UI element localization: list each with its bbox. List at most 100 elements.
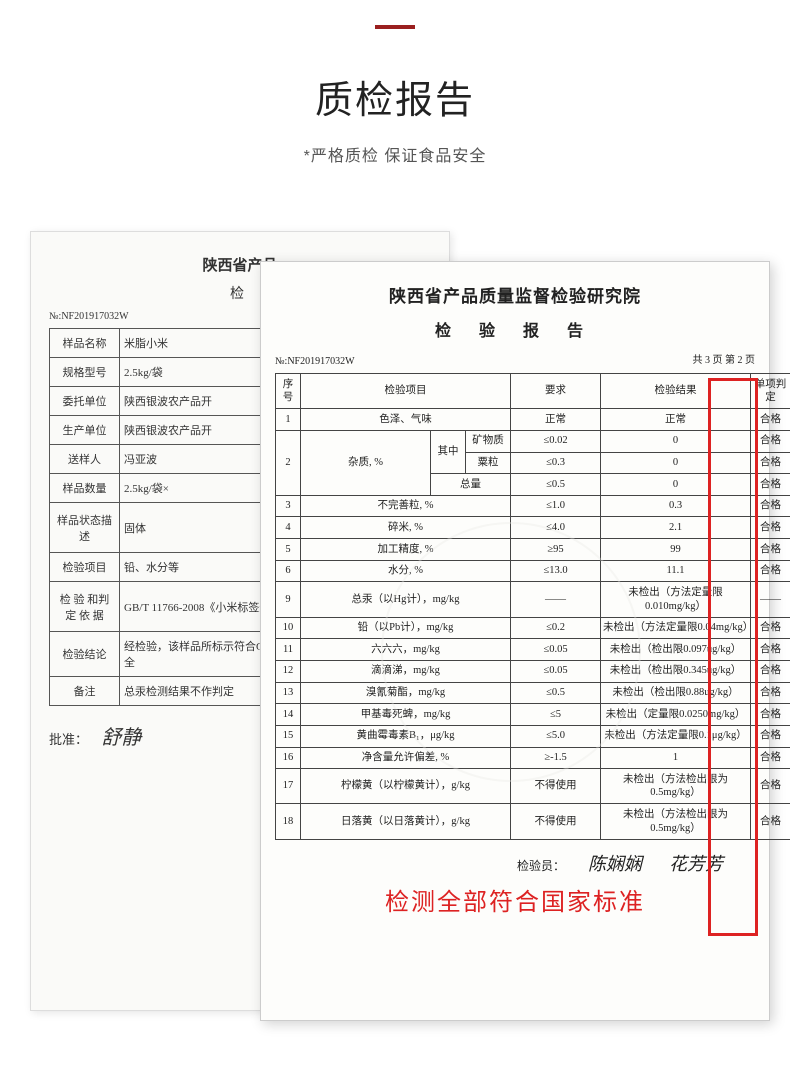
cell-result: 0 bbox=[601, 474, 751, 496]
cell-seq: 16 bbox=[276, 747, 301, 769]
cell-verdict: 合格 bbox=[751, 409, 790, 431]
col-verdict: 单项判定 bbox=[751, 374, 790, 409]
cell-seq: 10 bbox=[276, 617, 301, 639]
cell-item: 溴氰菊酯，mg/kg bbox=[301, 682, 511, 704]
cell-seq: 9 bbox=[276, 582, 301, 617]
back-row-label: 备注 bbox=[50, 677, 120, 706]
cell-subitem: 矿物质 bbox=[466, 430, 511, 452]
cell-req: —— bbox=[511, 582, 601, 617]
cell-item: 黄曲霉毒素B₁，μg/kg bbox=[301, 725, 511, 747]
inspector-row: 检验员： 陈娴娴 花芳芳 bbox=[275, 850, 755, 876]
cell-subitem: 粟粒 bbox=[466, 452, 511, 474]
cell-seq: 6 bbox=[276, 560, 301, 582]
cell-result: 2.1 bbox=[601, 517, 751, 539]
cell-verdict: 合格 bbox=[751, 617, 790, 639]
cell-result: 未检出（方法定量限0.1μg/kg） bbox=[601, 725, 751, 747]
cell-result: 未检出（检出限0.345ug/kg） bbox=[601, 660, 751, 682]
cell-item: 碎米, % bbox=[301, 517, 511, 539]
cell-item: 滴滴涕，mg/kg bbox=[301, 660, 511, 682]
cell-req: 不得使用 bbox=[511, 804, 601, 839]
cell-req: ≤0.5 bbox=[511, 682, 601, 704]
cell-item: 柠檬黄（以柠檬黄计），g/kg bbox=[301, 769, 511, 804]
back-row-label: 检验结论 bbox=[50, 632, 120, 677]
cell-subitem: 总量 bbox=[431, 474, 511, 496]
cell-result: 未检出（方法定量限0.010mg/kg） bbox=[601, 582, 751, 617]
cell-req: ≤0.05 bbox=[511, 639, 601, 661]
cell-item: 六六六，mg/kg bbox=[301, 639, 511, 661]
cell-req: ≤5.0 bbox=[511, 725, 601, 747]
back-row-label: 送样人 bbox=[50, 445, 120, 474]
table-header-row: 序号 检验项目 要求 检验结果 单项判定 bbox=[276, 374, 790, 409]
cell-result: 未检出（方法定量限0.04mg/kg） bbox=[601, 617, 751, 639]
inspector-sig-1: 陈娴娴 bbox=[588, 854, 642, 874]
page-subtitle: *严格质检 保证食品安全 bbox=[0, 142, 790, 166]
back-row-label: 检验项目 bbox=[50, 553, 120, 582]
cell-seq: 1 bbox=[276, 409, 301, 431]
table-row: 5加工精度, %≥9599合格 bbox=[276, 539, 790, 561]
cell-seq: 14 bbox=[276, 704, 301, 726]
cell-req: ≤0.05 bbox=[511, 660, 601, 682]
back-row-label: 样品数量 bbox=[50, 474, 120, 503]
inspector-sig-2: 花芳芳 bbox=[669, 854, 723, 874]
cell-verdict: 合格 bbox=[751, 769, 790, 804]
cell-verdict: 合格 bbox=[751, 747, 790, 769]
cell-req: ≥-1.5 bbox=[511, 747, 601, 769]
front-subheader: 检 验 报 告 bbox=[275, 317, 755, 341]
inspector-label: 检验员： bbox=[517, 859, 565, 873]
cell-item: 总汞（以Hg计），mg/kg bbox=[301, 582, 511, 617]
table-row: 13溴氰菊酯，mg/kg≤0.5未检出（检出限0.88ug/kg）合格 bbox=[276, 682, 790, 704]
report-page-2: 陕西省产品质量监督检验研究院 检 验 报 告 №:NF201917032W 共 … bbox=[260, 261, 770, 1021]
cell-req: ≤0.02 bbox=[511, 430, 601, 452]
back-row-label: 生产单位 bbox=[50, 416, 120, 445]
cell-seq: 11 bbox=[276, 639, 301, 661]
table-row: 1色泽、气味正常正常合格 bbox=[276, 409, 790, 431]
cell-req: ≤13.0 bbox=[511, 560, 601, 582]
cell-verdict: 合格 bbox=[751, 725, 790, 747]
cell-item: 不完善粒, % bbox=[301, 495, 511, 517]
table-row: 18日落黄（以日落黄计），g/kg不得使用未检出（方法检出限为0.5mg/kg）… bbox=[276, 804, 790, 839]
cell-result: 未检出（方法检出限为0.5mg/kg） bbox=[601, 804, 751, 839]
cell-req: ≤1.0 bbox=[511, 495, 601, 517]
cell-verdict: 合格 bbox=[751, 430, 790, 452]
back-row-label: 样品状态描述 bbox=[50, 503, 120, 553]
back-row-label: 检 验 和判 定 依 据 bbox=[50, 582, 120, 632]
cell-item: 净含量允许偏差, % bbox=[301, 747, 511, 769]
approver-signature: 舒静 bbox=[101, 727, 141, 749]
cell-item: 色泽、气味 bbox=[301, 409, 511, 431]
cell-result: 未检出（方法检出限为0.5mg/kg） bbox=[601, 769, 751, 804]
table-row: 2杂质, %其中矿物质≤0.020合格 bbox=[276, 430, 790, 452]
cell-seq: 18 bbox=[276, 804, 301, 839]
back-row-label: 委托单位 bbox=[50, 387, 120, 416]
cell-item: 杂质, % bbox=[301, 430, 431, 495]
table-row: 10铅（以Pb计），mg/kg≤0.2未检出（方法定量限0.04mg/kg）合格 bbox=[276, 617, 790, 639]
cell-seq: 13 bbox=[276, 682, 301, 704]
cell-sublabel: 其中 bbox=[431, 430, 466, 473]
cell-result: 11.1 bbox=[601, 560, 751, 582]
cell-item: 加工精度, % bbox=[301, 539, 511, 561]
cell-result: 99 bbox=[601, 539, 751, 561]
table-row: 3不完善粒, %≤1.00.3合格 bbox=[276, 495, 790, 517]
inspection-table: 序号 检验项目 要求 检验结果 单项判定 1色泽、气味正常正常合格2杂质, %其… bbox=[275, 373, 790, 840]
table-row: 16净含量允许偏差, %≥-1.51合格 bbox=[276, 747, 790, 769]
table-row: 4碎米, %≤4.02.1合格 bbox=[276, 517, 790, 539]
cell-result: 正常 bbox=[601, 409, 751, 431]
col-result: 检验结果 bbox=[601, 374, 751, 409]
table-row: 6水分, %≤13.011.1合格 bbox=[276, 560, 790, 582]
cell-verdict: 合格 bbox=[751, 704, 790, 726]
cell-result: 0 bbox=[601, 430, 751, 452]
table-row: 11六六六，mg/kg≤0.05未检出（检出限0.097ug/kg）合格 bbox=[276, 639, 790, 661]
col-seq: 序号 bbox=[276, 374, 301, 409]
cell-item: 日落黄（以日落黄计），g/kg bbox=[301, 804, 511, 839]
cell-verdict: 合格 bbox=[751, 660, 790, 682]
table-row: 15黄曲霉毒素B₁，μg/kg≤5.0未检出（方法定量限0.1μg/kg）合格 bbox=[276, 725, 790, 747]
col-req: 要求 bbox=[511, 374, 601, 409]
cell-verdict: 合格 bbox=[751, 804, 790, 839]
cell-req: ≤0.3 bbox=[511, 452, 601, 474]
cell-seq: 4 bbox=[276, 517, 301, 539]
cell-req: ≤0.2 bbox=[511, 617, 601, 639]
approver-label: 批准： bbox=[49, 732, 88, 747]
cell-req: ≤0.5 bbox=[511, 474, 601, 496]
cell-verdict: 合格 bbox=[751, 639, 790, 661]
table-row: 14甲基毒死蜱，mg/kg≤5未检出（定量限0.0250mg/kg）合格 bbox=[276, 704, 790, 726]
back-row-label: 规格型号 bbox=[50, 358, 120, 387]
